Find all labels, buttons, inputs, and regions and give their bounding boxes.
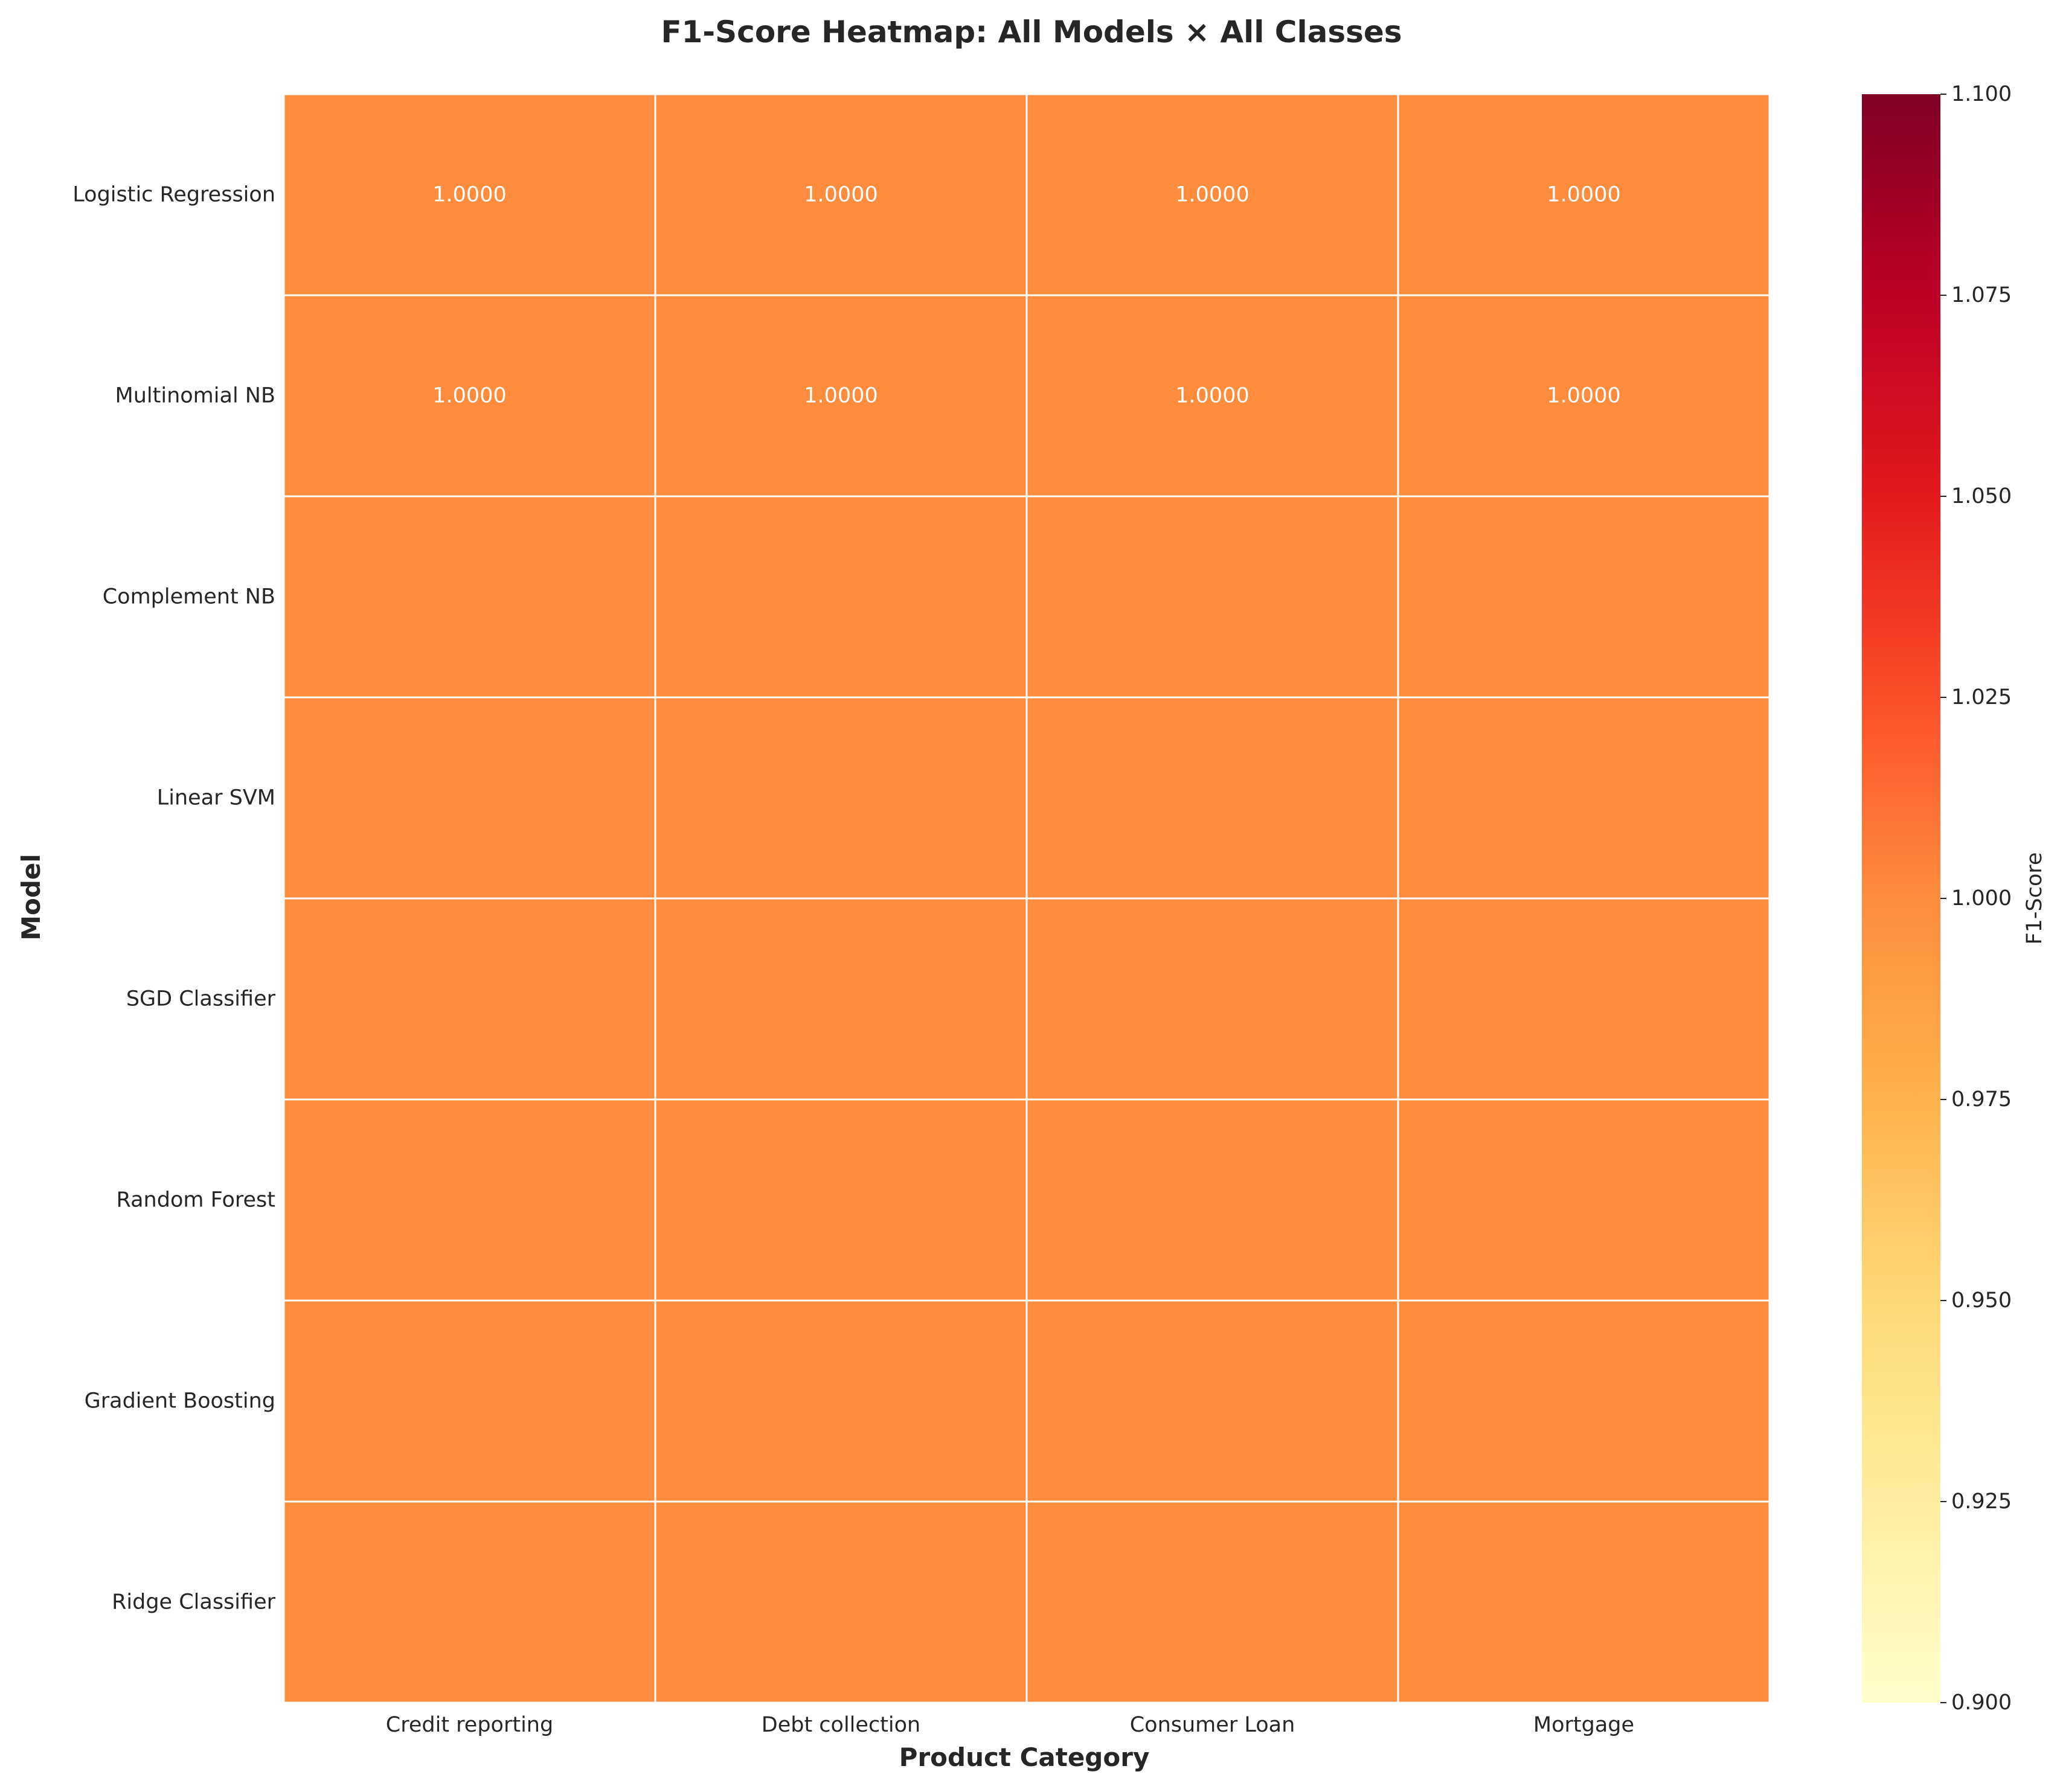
heatmap-cell <box>283 294 656 498</box>
colorbar-tick-label: 0.900 <box>1951 1691 2012 1715</box>
heatmap-cell <box>283 897 656 1101</box>
heatmap-cell <box>654 495 1028 699</box>
heatmap-cell <box>1397 696 1771 900</box>
y-tick-label: Ridge Classifier <box>112 1590 276 1614</box>
heatmap-cell <box>283 1098 656 1302</box>
colorbar-label: F1-Score <box>2023 852 2047 944</box>
heatmap-cell <box>283 495 656 699</box>
heatmap-cells <box>283 93 1771 1704</box>
heatmap-cell <box>283 93 656 296</box>
colorbar-tick-label: 0.975 <box>1951 1087 2012 1112</box>
colorbar-tick-label: 0.925 <box>1951 1490 2012 1514</box>
colorbar-tick-label: 1.075 <box>1951 283 2012 307</box>
heatmap-cell <box>1025 1098 1399 1302</box>
x-tick-labels: Credit reporting Debt collection Consumer … <box>386 1713 1634 1737</box>
heatmap-cell <box>1025 1299 1399 1503</box>
heatmap-cell <box>1397 897 1771 1101</box>
heatmap-cell <box>654 294 1028 498</box>
cell-value-label: 1.0000 <box>804 384 877 408</box>
heatmap-cell <box>1025 495 1399 699</box>
y-tick-label: Gradient Boosting <box>85 1389 275 1413</box>
heatmap-cell <box>1025 93 1399 296</box>
y-tick-label: Complement NB <box>103 585 275 609</box>
cell-value-label: 1.0000 <box>432 384 506 408</box>
heatmap-cell-values: 1.0000 1.0000 1.0000 1.0000 1.0000 1.0000 1.00… <box>432 183 1620 408</box>
colorbar-tick-label: 1.050 <box>1951 484 2012 508</box>
y-tick-labels: Logistic Regression Multinomial NB Complem… <box>72 183 275 1614</box>
heatmap-cell <box>654 696 1028 900</box>
y-axis-label: Model <box>16 854 46 941</box>
cell-value-label: 1.0000 <box>1547 384 1620 408</box>
heatmap-cell <box>1025 897 1399 1101</box>
heatmap-cell <box>283 1299 656 1503</box>
x-tick-label: Consumer Loan <box>1130 1713 1295 1737</box>
heatmap-cell <box>1397 1299 1771 1503</box>
heatmap-cell <box>1025 294 1399 498</box>
x-tick-label: Mortgage <box>1533 1713 1634 1737</box>
colorbar-ticks: 0.900 0.925 0.950 0.975 1.000 1.025 1.050 1.075… <box>1940 82 2012 1715</box>
cell-value-label: 1.0000 <box>1175 384 1249 408</box>
colorbar-tick-label: 1.100 <box>1951 82 2012 106</box>
heatmap-cell <box>283 1500 656 1704</box>
cell-value-label: 1.0000 <box>1547 183 1620 207</box>
cell-value-label: 1.0000 <box>432 183 506 207</box>
colorbar-tick-label: 1.025 <box>1951 685 2012 709</box>
y-tick-label: SGD Classifier <box>126 987 276 1011</box>
cell-value-label: 1.0000 <box>804 183 877 207</box>
heatmap-cell <box>654 897 1028 1101</box>
chart-title: F1-Score Heatmap: All Models × All Class… <box>661 14 1402 50</box>
y-tick-label: Random Forest <box>117 1188 275 1212</box>
heatmap-cell <box>1397 1500 1771 1704</box>
y-tick-label: Multinomial NB <box>115 384 275 408</box>
x-axis-label: Product Category <box>899 1742 1150 1772</box>
heatmap-cell <box>654 1500 1028 1704</box>
cell-value-label: 1.0000 <box>1175 183 1249 207</box>
heatmap-cell <box>283 696 656 900</box>
heatmap-cell <box>654 93 1028 296</box>
colorbar-tick-label: 1.000 <box>1951 886 2012 910</box>
colorbar <box>1862 94 1940 1703</box>
x-tick-label: Debt collection <box>762 1713 920 1737</box>
heatmap-cell <box>654 1299 1028 1503</box>
heatmap-cell <box>1397 93 1771 296</box>
heatmap-cell <box>1025 1500 1399 1704</box>
colorbar-tick-label: 0.950 <box>1951 1288 2012 1313</box>
heatmap-cell <box>1397 1098 1771 1302</box>
y-tick-label: Logistic Regression <box>72 183 275 207</box>
heatmap-cell <box>1397 495 1771 699</box>
heatmap-cell <box>1397 294 1771 498</box>
heatmap-cell <box>654 1098 1028 1302</box>
y-tick-label: Linear SVM <box>157 786 275 810</box>
x-tick-label: Credit reporting <box>386 1713 553 1737</box>
heatmap-cell <box>1025 696 1399 900</box>
